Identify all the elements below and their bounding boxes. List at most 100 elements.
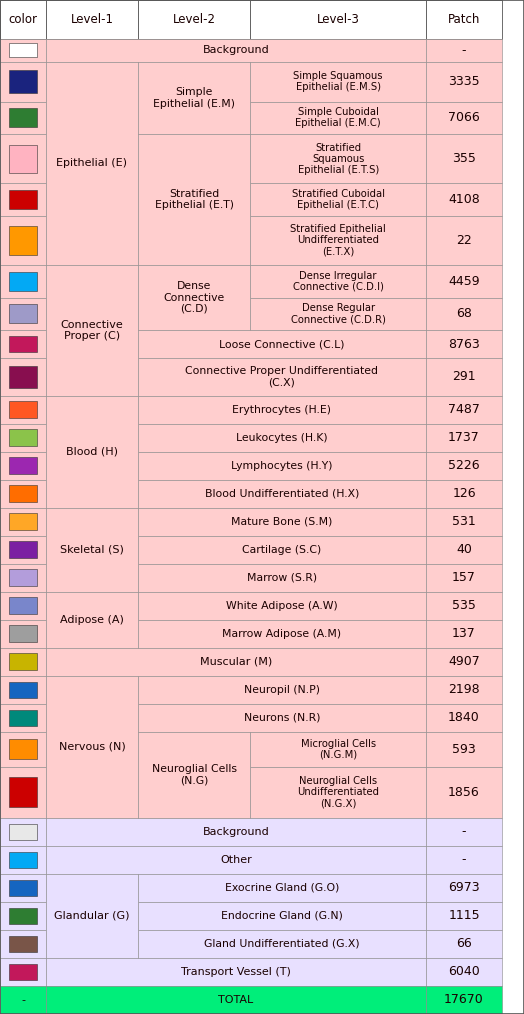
Bar: [9, 402, 37, 418]
Bar: [0, 620, 46, 648]
Text: 5226: 5226: [448, 459, 480, 473]
Bar: [46, 648, 426, 675]
Bar: [9, 597, 37, 613]
Text: Blood (H): Blood (H): [66, 446, 118, 456]
Text: Dense Irregular
Connective (C.D.I): Dense Irregular Connective (C.D.I): [293, 271, 384, 292]
Text: Connective
Proper (C): Connective Proper (C): [61, 319, 123, 341]
Bar: [0, 508, 46, 535]
Text: Blood Undifferentiated (H.X): Blood Undifferentiated (H.X): [205, 489, 359, 499]
Text: Dense
Connective
(C.D): Dense Connective (C.D): [163, 281, 225, 313]
Text: Marrow (S.R): Marrow (S.R): [247, 573, 317, 583]
Bar: [138, 424, 426, 451]
Bar: [426, 134, 502, 184]
Text: Stratified
Epithelial (E.T): Stratified Epithelial (E.T): [155, 189, 234, 210]
Bar: [0, 216, 46, 265]
Text: 1840: 1840: [448, 711, 480, 724]
Bar: [0, 395, 46, 424]
Bar: [426, 767, 502, 818]
Bar: [9, 430, 37, 446]
Bar: [0, 451, 46, 480]
Text: Skeletal (S): Skeletal (S): [60, 545, 124, 555]
Bar: [426, 902, 502, 930]
Bar: [250, 216, 426, 265]
Bar: [0, 424, 46, 451]
Bar: [250, 265, 426, 297]
Bar: [9, 681, 37, 698]
Bar: [9, 70, 37, 93]
Bar: [9, 226, 37, 255]
Text: TOTAL: TOTAL: [219, 995, 254, 1005]
Bar: [138, 331, 426, 358]
Bar: [426, 874, 502, 902]
Bar: [0, 732, 46, 767]
Text: Leukocytes (H.K): Leukocytes (H.K): [236, 433, 328, 442]
Bar: [46, 818, 426, 846]
Text: Patch: Patch: [448, 13, 480, 25]
Text: Stratified Epithelial
Undifferentiated
(E.T.X): Stratified Epithelial Undifferentiated (…: [290, 224, 386, 257]
Bar: [0, 704, 46, 732]
Bar: [426, 986, 502, 1014]
Text: 8763: 8763: [448, 338, 480, 351]
Text: 40: 40: [456, 544, 472, 556]
Bar: [138, 535, 426, 564]
Bar: [0, 818, 46, 846]
Bar: [250, 767, 426, 818]
Text: Nervous (N): Nervous (N): [59, 742, 125, 751]
Bar: [426, 564, 502, 591]
Bar: [426, 675, 502, 704]
Bar: [426, 424, 502, 451]
Bar: [138, 930, 426, 958]
Bar: [9, 304, 37, 323]
Text: Adipose (A): Adipose (A): [60, 614, 124, 625]
Bar: [0, 675, 46, 704]
Bar: [0, 874, 46, 902]
Text: Simple
Epithelial (E.M): Simple Epithelial (E.M): [153, 87, 235, 108]
Bar: [46, 62, 138, 265]
Bar: [9, 272, 37, 291]
Text: Gland Undifferentiated (G.X): Gland Undifferentiated (G.X): [204, 939, 359, 949]
Text: 535: 535: [452, 599, 476, 612]
Bar: [138, 265, 250, 331]
Bar: [138, 591, 426, 620]
Bar: [9, 457, 37, 474]
Bar: [0, 591, 46, 620]
Bar: [426, 704, 502, 732]
Bar: [426, 395, 502, 424]
Text: 7487: 7487: [448, 404, 480, 416]
Bar: [46, 395, 138, 508]
Bar: [9, 486, 37, 502]
Bar: [426, 216, 502, 265]
Text: 1737: 1737: [448, 431, 480, 444]
Bar: [0, 958, 46, 986]
Text: Level-1: Level-1: [70, 13, 114, 25]
Text: -: -: [462, 44, 466, 57]
Text: 593: 593: [452, 742, 476, 755]
Bar: [9, 44, 37, 57]
Text: Neuroglial Cells
(N.G): Neuroglial Cells (N.G): [151, 765, 237, 786]
Text: 6040: 6040: [448, 965, 480, 979]
Bar: [0, 930, 46, 958]
Text: Stratified
Squamous
Epithelial (E.T.S): Stratified Squamous Epithelial (E.T.S): [298, 143, 379, 175]
Bar: [46, 986, 426, 1014]
Bar: [0, 101, 46, 134]
Bar: [138, 902, 426, 930]
Bar: [0, 480, 46, 508]
Text: 7066: 7066: [448, 112, 480, 125]
Text: 137: 137: [452, 627, 476, 640]
Text: 2198: 2198: [448, 683, 480, 697]
Bar: [426, 39, 502, 62]
Bar: [426, 930, 502, 958]
Text: Connective Proper Undifferentiated
(C.X): Connective Proper Undifferentiated (C.X): [185, 366, 378, 387]
Bar: [46, 39, 426, 62]
Text: 157: 157: [452, 571, 476, 584]
Bar: [46, 0, 138, 39]
Bar: [9, 880, 37, 896]
Bar: [0, 535, 46, 564]
Bar: [9, 513, 37, 529]
Bar: [9, 778, 37, 807]
Text: Exocrine Gland (G.O): Exocrine Gland (G.O): [225, 883, 339, 893]
Bar: [138, 134, 250, 265]
Bar: [9, 908, 37, 924]
Bar: [138, 874, 426, 902]
Text: Erythrocytes (H.E): Erythrocytes (H.E): [233, 405, 331, 415]
